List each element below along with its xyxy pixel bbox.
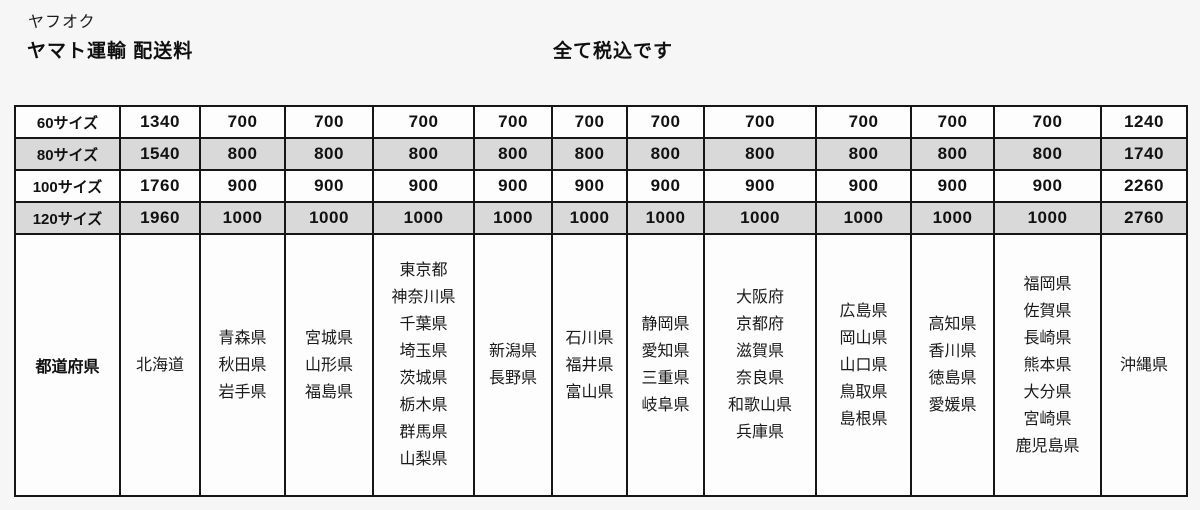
fee-cell: 1760 <box>119 169 201 203</box>
prefecture-row-label: 都道府県 <box>14 233 121 497</box>
fee-cell: 900 <box>284 169 374 203</box>
size-row: 80サイズ 1540 800 800 800 800 800 800 800 800 800 800 1… <box>14 137 1188 171</box>
fee-cell: 700 <box>703 105 817 139</box>
prefecture-cell: 東京都 神奈川県 千葉県 埼玉県 茨城県 栃木県 群馬県 山梨県 <box>372 233 475 497</box>
fee-cell: 900 <box>626 169 705 203</box>
fee-cell: 800 <box>372 137 475 171</box>
fee-cell: 800 <box>910 137 995 171</box>
fee-cell: 900 <box>372 169 475 203</box>
fee-cell: 900 <box>703 169 817 203</box>
fee-cell: 800 <box>199 137 286 171</box>
fee-cell: 1000 <box>910 201 995 235</box>
prefecture-cell: 新潟県 長野県 <box>473 233 553 497</box>
fee-cell: 2260 <box>1100 169 1188 203</box>
fee-cell: 1000 <box>993 201 1102 235</box>
fee-cell: 1960 <box>119 201 201 235</box>
fee-cell: 800 <box>551 137 628 171</box>
fee-cell: 1240 <box>1100 105 1188 139</box>
prefecture-cell: 北海道 <box>119 233 201 497</box>
prefecture-cell: 大阪府 京都府 滋賀県 奈良県 和歌山県 兵庫県 <box>703 233 817 497</box>
fee-cell: 800 <box>703 137 817 171</box>
fee-cell: 2760 <box>1100 201 1188 235</box>
prefecture-cell: 沖縄県 <box>1100 233 1188 497</box>
fee-cell: 1740 <box>1100 137 1188 171</box>
fee-cell: 900 <box>473 169 553 203</box>
fee-cell: 700 <box>815 105 912 139</box>
fee-cell: 700 <box>199 105 286 139</box>
fee-cell: 700 <box>372 105 475 139</box>
fee-cell: 1000 <box>199 201 286 235</box>
fee-cell: 900 <box>815 169 912 203</box>
fee-cell: 900 <box>993 169 1102 203</box>
fee-cell: 1540 <box>119 137 201 171</box>
tax-included-note: 全て税込です <box>553 41 674 62</box>
fee-cell: 700 <box>284 105 374 139</box>
prefecture-cell: 静岡県 愛知県 三重県 岐阜県 <box>626 233 705 497</box>
fee-cell: 700 <box>910 105 995 139</box>
prefecture-cell: 高知県 香川県 徳島県 愛媛県 <box>910 233 995 497</box>
fee-cell: 1000 <box>815 201 912 235</box>
size-row: 60サイズ 1340 700 700 700 700 700 700 700 700 700 700 1… <box>14 105 1188 139</box>
prefecture-cell: 青森県 秋田県 岩手県 <box>199 233 286 497</box>
fee-cell: 800 <box>993 137 1102 171</box>
prefecture-cell: 石川県 福井県 富山県 <box>551 233 628 497</box>
fee-cell: 1000 <box>551 201 628 235</box>
prefecture-row: 都道府県 北海道 青森県 秋田県 岩手県 宮城県 山形県 福島県 東京都 神奈川県 千葉… <box>14 233 1188 497</box>
fee-cell: 1000 <box>473 201 553 235</box>
shipping-fee-table: 60サイズ 1340 700 700 700 700 700 700 700 700 700 700 1… <box>14 105 1188 497</box>
size-row-label: 80サイズ <box>14 137 121 171</box>
size-row-label: 60サイズ <box>14 105 121 139</box>
fee-cell: 900 <box>199 169 286 203</box>
fee-cell: 1000 <box>372 201 475 235</box>
fee-cell: 800 <box>284 137 374 171</box>
size-row: 120サイズ 1960 1000 1000 1000 1000 1000 1000 1000 10… <box>14 201 1188 235</box>
fee-cell: 700 <box>626 105 705 139</box>
page-title: ヤマト運輸 配送料 <box>27 41 194 62</box>
fee-cell: 700 <box>993 105 1102 139</box>
fee-cell: 900 <box>910 169 995 203</box>
size-row-label: 120サイズ <box>14 201 121 235</box>
fee-cell: 700 <box>551 105 628 139</box>
size-row-label: 100サイズ <box>14 169 121 203</box>
fee-cell: 700 <box>473 105 553 139</box>
site-label: ヤフオク <box>28 14 96 31</box>
fee-cell: 800 <box>815 137 912 171</box>
prefecture-cell: 宮城県 山形県 福島県 <box>284 233 374 497</box>
fee-cell: 800 <box>626 137 705 171</box>
size-row: 100サイズ 1760 900 900 900 900 900 900 900 900 900 900… <box>14 169 1188 203</box>
fee-cell: 900 <box>551 169 628 203</box>
prefecture-cell: 広島県 岡山県 山口県 鳥取県 島根県 <box>815 233 912 497</box>
fee-cell: 800 <box>473 137 553 171</box>
fee-cell: 1000 <box>703 201 817 235</box>
fee-cell: 1000 <box>284 201 374 235</box>
prefecture-cell: 福岡県 佐賀県 長崎県 熊本県 大分県 宮崎県 鹿児島県 <box>993 233 1102 497</box>
fee-cell: 1000 <box>626 201 705 235</box>
fee-cell: 1340 <box>119 105 201 139</box>
